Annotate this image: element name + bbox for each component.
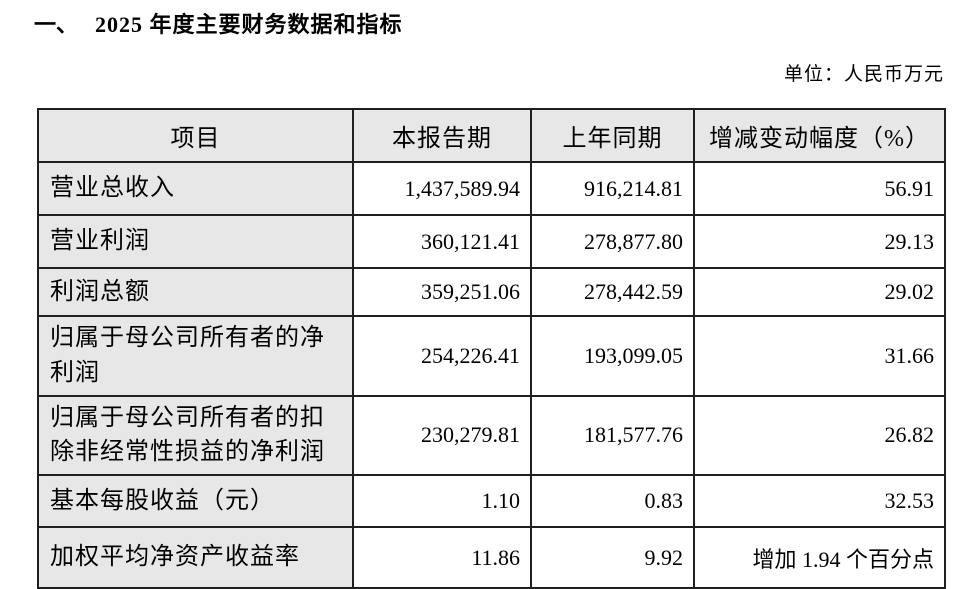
item-cell: 归属于母公司所有者的扣除非经常性损益的净利润 (37, 394, 354, 477)
current-period-cell: 360,121.41 (352, 214, 532, 269)
item-cell: 营业利润 (37, 214, 354, 269)
current-period-cell: 1,437,589.94 (352, 161, 532, 216)
current-period-cell: 11.86 (352, 526, 532, 589)
table-row: 营业总收入 1,437,589.94 916,214.81 56.91 (37, 161, 946, 216)
table-header-row: 项目 本报告期 上年同期 增减变动幅度（%） (37, 108, 946, 163)
current-period-cell: 1.10 (352, 474, 532, 529)
section-heading: 一、 2025 年度主要财务数据和指标 (0, 0, 954, 40)
unit-label: 单位：人民币万元 (783, 64, 944, 85)
current-period-cell: 230,279.81 (352, 394, 532, 477)
table-row: 归属于母公司所有者的净利润 254,226.41 193,099.05 31.6… (37, 315, 946, 397)
table-row: 加权平均净资产收益率 11.86 9.92 增加 1.94 个百分点 (37, 526, 946, 589)
table-row: 利润总额 359,251.06 278,442.59 29.02 (37, 267, 946, 317)
prior-period-cell: 193,099.05 (530, 315, 695, 397)
prior-period-cell: 9.92 (530, 526, 695, 589)
table-row: 归属于母公司所有者的扣除非经常性损益的净利润 230,279.81 181,57… (37, 394, 946, 477)
current-period-cell: 359,251.06 (352, 267, 532, 317)
prior-period-cell: 181,577.76 (530, 394, 695, 477)
current-period-cell: 254,226.41 (352, 315, 532, 397)
item-cell: 加权平均净资产收益率 (37, 526, 354, 589)
col-header-item: 项目 (37, 108, 354, 163)
change-cell: 增加 1.94 个百分点 (693, 526, 946, 589)
change-cell: 29.02 (693, 267, 946, 317)
col-header-prior-period: 上年同期 (530, 108, 695, 163)
prior-period-cell: 278,877.80 (530, 214, 695, 269)
item-cell: 利润总额 (37, 267, 354, 317)
change-cell: 29.13 (693, 214, 946, 269)
change-cell: 32.53 (693, 474, 946, 529)
unit-note-row: 单位：人民币万元 (0, 62, 954, 88)
col-header-current-period: 本报告期 (352, 108, 532, 163)
page-title: 2025 年度主要财务数据和指标 (95, 12, 403, 37)
financial-table: 项目 本报告期 上年同期 增减变动幅度（%） 营业总收入 1,437,589.9… (37, 108, 946, 589)
table-row: 基本每股收益（元） 1.10 0.83 32.53 (37, 474, 946, 529)
prior-period-cell: 916,214.81 (530, 161, 695, 216)
item-cell: 营业总收入 (37, 161, 354, 216)
change-cell: 31.66 (693, 315, 946, 397)
table-row: 营业利润 360,121.41 278,877.80 29.13 (37, 214, 946, 269)
prior-period-cell: 0.83 (530, 474, 695, 529)
change-cell: 56.91 (693, 161, 946, 216)
change-cell: 26.82 (693, 394, 946, 477)
col-header-change-pct: 增减变动幅度（%） (693, 108, 946, 163)
prior-period-cell: 278,442.59 (530, 267, 695, 317)
section-marker: 一、 (34, 12, 79, 37)
item-cell: 归属于母公司所有者的净利润 (37, 315, 354, 397)
item-cell: 基本每股收益（元） (37, 474, 354, 529)
